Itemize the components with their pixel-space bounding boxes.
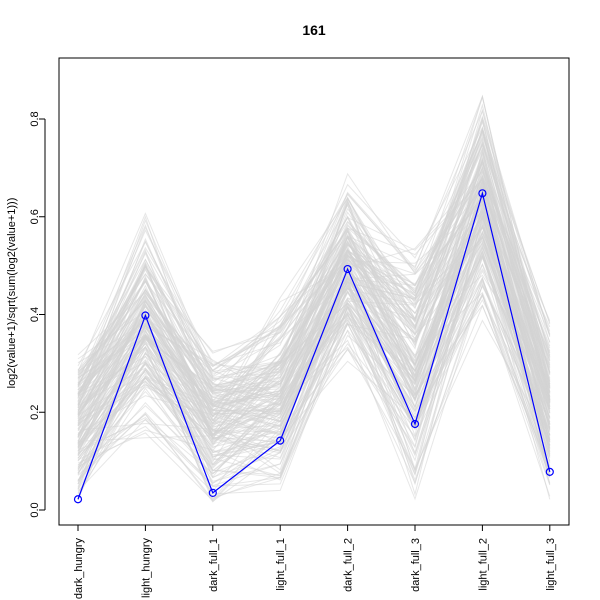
- background-profile-line: [77, 283, 551, 503]
- y-tick-label: 0.2: [29, 405, 41, 420]
- data-point: [276, 436, 285, 445]
- y-tick-label: 0.6: [29, 209, 41, 224]
- x-tick-label: light_full_3: [545, 538, 557, 591]
- background-lines: [77, 94, 551, 503]
- x-tick-label: light_full_2: [477, 538, 489, 591]
- background-profile-line: [77, 178, 551, 406]
- x-axis: dark_hungry light_hungry dark_full_1 light_…: [73, 525, 557, 599]
- x-tick-label: light_full_1: [275, 538, 287, 591]
- background-profile-line: [77, 203, 551, 471]
- y-axis: 0.0 0.2 0.4 0.6 0.8: [29, 111, 46, 518]
- background-profile-line: [77, 157, 551, 418]
- x-tick-label: dark_hungry: [73, 538, 85, 600]
- series-line: [77, 190, 551, 500]
- background-profile-line: [77, 127, 551, 394]
- background-profile-line: [77, 116, 551, 407]
- background-profile-line: [77, 280, 551, 481]
- data-point: [545, 467, 554, 476]
- x-tick-label: dark_full_3: [410, 538, 422, 592]
- background-profile-line: [77, 191, 551, 461]
- x-tick-label: dark_full_2: [343, 538, 355, 592]
- x-tick-label: light_hungry: [140, 538, 152, 598]
- y-tick-label: 0.8: [29, 111, 41, 126]
- background-profile-line: [77, 134, 551, 418]
- data-point: [478, 189, 487, 198]
- background-profile-line: [77, 215, 551, 448]
- background-profile-line: [77, 225, 551, 463]
- data-point: [208, 488, 217, 497]
- background-profile-line: [77, 235, 551, 500]
- data-point: [141, 311, 150, 320]
- background-profile-line: [77, 177, 551, 419]
- background-profile-line: [77, 254, 551, 494]
- background-profile-line: [77, 285, 551, 475]
- highlighted-series: [73, 189, 554, 504]
- y-tick-label: 0.0: [29, 502, 41, 517]
- background-profile-line: [77, 278, 551, 485]
- background-profile-line: [77, 195, 551, 407]
- background-profile-line: [77, 251, 551, 491]
- chart-title: 161: [302, 22, 326, 38]
- y-axis-label: log2(value+1)/sqrt(sum(log2(value+1))): [6, 198, 18, 389]
- data-point: [73, 495, 83, 504]
- x-tick-label: dark_full_1: [208, 538, 220, 592]
- background-profile-line: [77, 127, 551, 410]
- plot-frame: [58, 57, 570, 526]
- background-profile-line: [77, 191, 551, 459]
- y-tick-label: 0.4: [29, 307, 41, 322]
- background-profile-line: [77, 170, 551, 388]
- background-profile-line: [77, 319, 551, 503]
- data-point: [410, 419, 420, 429]
- background-profile-line: [77, 115, 551, 402]
- background-profile-line: [77, 218, 551, 459]
- background-profile-line: [77, 209, 551, 472]
- background-profile-line: [77, 129, 551, 444]
- background-profile-line: [77, 255, 551, 477]
- data-point: [343, 264, 352, 274]
